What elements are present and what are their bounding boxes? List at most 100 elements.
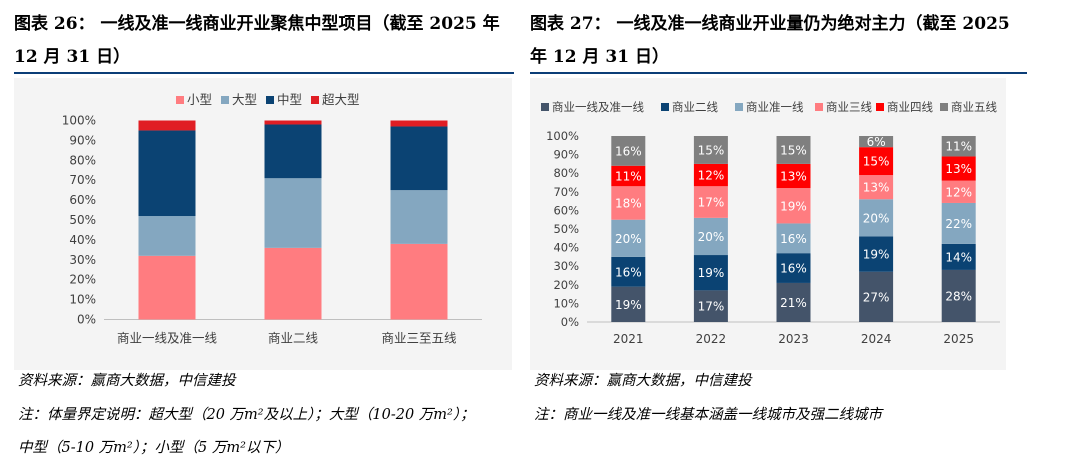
- bar-segment-1: [264, 247, 322, 320]
- data-label: 16%: [780, 262, 807, 276]
- y-tick-label: 20%: [69, 273, 96, 287]
- bar-segment-4: [390, 120, 448, 127]
- bar-segment-2: [776, 253, 811, 283]
- bar-segment-6: [776, 136, 811, 164]
- bar-segment-1: [776, 282, 811, 322]
- bar-segment-2: [611, 256, 646, 287]
- bar-segment-5: [941, 156, 976, 181]
- legend-swatch: [221, 96, 229, 104]
- data-label: 22%: [945, 217, 972, 231]
- x-category-label: 2023: [778, 332, 809, 346]
- title-divider: [530, 72, 1027, 74]
- bar-segment-6: [611, 136, 646, 166]
- data-label: 19%: [780, 199, 807, 213]
- bar-segment-6: [693, 136, 728, 164]
- data-label: 21%: [780, 296, 807, 310]
- bar-segment-2: [264, 178, 322, 248]
- figure-26-source: 资料来源：赢商大数据，中信建投: [18, 373, 236, 389]
- data-label: 15%: [698, 143, 725, 157]
- data-label: 19%: [863, 248, 890, 262]
- bar-segment-6: [941, 136, 976, 157]
- y-tick-label: 70%: [553, 185, 579, 199]
- legend-label: 商业五线: [951, 100, 997, 114]
- bar-segment-2: [859, 236, 894, 272]
- data-label: 19%: [615, 298, 642, 312]
- y-tick-label: 30%: [69, 253, 96, 267]
- bar-segment-3: [611, 219, 646, 257]
- data-label: 17%: [698, 300, 725, 314]
- y-tick-label: 40%: [69, 233, 96, 247]
- data-label: 15%: [780, 143, 807, 157]
- y-tick-label: 0%: [561, 315, 579, 329]
- y-tick-label: 10%: [553, 296, 579, 310]
- y-tick-label: 80%: [553, 166, 579, 180]
- bar-segment-3: [776, 223, 811, 254]
- x-category-label: 商业一线及准一线: [117, 331, 218, 346]
- legend-swatch: [661, 103, 669, 111]
- data-label: 13%: [945, 162, 972, 176]
- data-label: 16%: [780, 232, 807, 246]
- bar-segment-4: [611, 186, 646, 220]
- bar-segment-2: [138, 216, 196, 256]
- bar-segment-3: [264, 124, 322, 179]
- x-category-label: 2022: [696, 332, 727, 346]
- y-tick-label: 90%: [69, 133, 96, 147]
- figure-27-source: 资料来源：赢商大数据，中信建投: [534, 373, 752, 389]
- bar-segment-6: [859, 136, 894, 148]
- y-tick-label: 50%: [69, 213, 96, 227]
- legend-swatch: [176, 96, 184, 104]
- legend-swatch: [735, 103, 743, 111]
- bar-segment-4: [264, 120, 322, 125]
- data-label: 13%: [780, 169, 807, 183]
- bar-segment-3: [693, 217, 728, 256]
- data-label: 20%: [615, 232, 642, 246]
- bar-segment-1: [138, 255, 196, 320]
- y-tick-label: 100%: [62, 114, 96, 128]
- data-label: 20%: [698, 230, 725, 244]
- legend-swatch: [815, 103, 823, 111]
- bar-segment-1: [693, 290, 728, 322]
- legend-label: 商业二线: [672, 100, 718, 114]
- legend-label: 中型: [277, 92, 302, 107]
- legend-label: 大型: [232, 92, 257, 107]
- y-tick-label: 70%: [69, 173, 96, 187]
- legend-label: 超大型: [322, 92, 360, 107]
- y-tick-label: 0%: [77, 313, 96, 327]
- chart-26-stacked-bar: 0% 10% 20% 30% 40% 50% 60% 70% 80% 90% 100% 商业一线及准一…: [62, 92, 482, 346]
- data-label: 11%: [945, 140, 972, 154]
- legend-swatch: [311, 96, 319, 104]
- data-label: 27%: [863, 290, 890, 304]
- legend-swatch: [876, 103, 884, 111]
- bar-segment-1: [941, 269, 976, 322]
- bar-segment-4: [941, 180, 976, 203]
- y-tick-label: 60%: [69, 193, 96, 207]
- y-tick-label: 30%: [553, 259, 579, 273]
- bar-segment-5: [776, 163, 811, 189]
- chart-27-stacked-bar: 0% 10% 20% 30% 40% 50% 60% 70% 80% 90% 100% 19% 16% 2…: [541, 100, 1000, 346]
- data-label: 6%: [867, 135, 886, 149]
- x-category-label: 商业三至五线: [381, 331, 457, 346]
- y-tick-label: 100%: [546, 129, 579, 143]
- figure-27-note: 注：商业一线及准一线基本涵盖一线城市及强二线城市: [534, 407, 882, 423]
- y-tick-label: 60%: [553, 203, 579, 217]
- title-divider: [14, 72, 514, 74]
- y-tick-label: 20%: [553, 278, 579, 292]
- bar-segment-3: [138, 130, 196, 217]
- legend-label: 商业准一线: [746, 100, 804, 114]
- bar-segment-5: [611, 165, 646, 187]
- bar-segment-2: [693, 255, 728, 291]
- bar-segment-3: [859, 199, 894, 237]
- bar-segment-1: [859, 271, 894, 322]
- bar-segment-3: [390, 126, 448, 191]
- bar-segment-4: [776, 188, 811, 224]
- data-label: 16%: [615, 144, 642, 158]
- legend-label: 商业一线及准一线: [552, 100, 644, 114]
- bar-segment-2: [390, 190, 448, 244]
- data-label: 14%: [945, 250, 972, 264]
- data-label: 11%: [615, 169, 642, 183]
- y-tick-label: 50%: [553, 222, 579, 236]
- x-category-label: 2021: [613, 332, 644, 346]
- y-tick-label: 40%: [553, 241, 579, 255]
- bar-segment-4: [859, 175, 894, 200]
- bar-segment-2: [941, 243, 976, 270]
